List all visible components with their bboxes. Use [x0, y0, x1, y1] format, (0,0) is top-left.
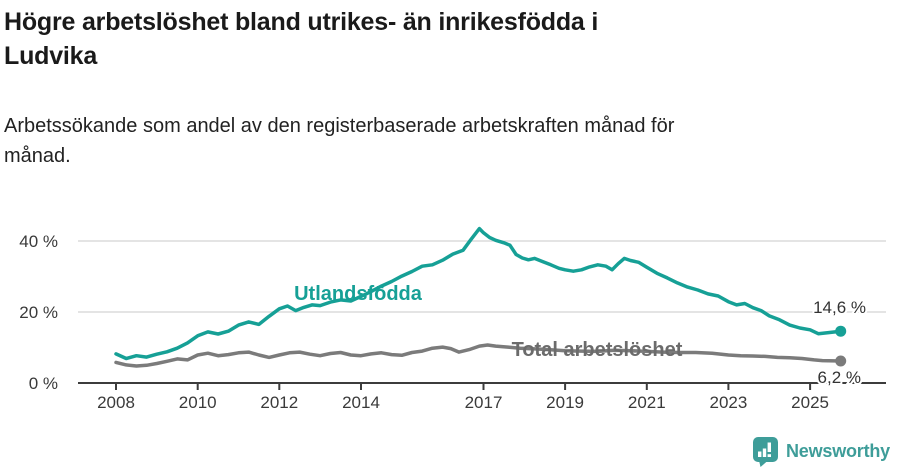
series-line-utlandsf-dda — [114, 226, 843, 361]
x-tick-label-2010: 2010 — [179, 393, 217, 412]
y-tick-label-0: 0 % — [29, 374, 58, 393]
x-tick-label-2023: 2023 — [709, 393, 747, 412]
chart-subtitle: Arbetssökande som andel av den registerb… — [4, 111, 864, 171]
newsworthy-logo[interactable]: Newsworthy — [752, 436, 890, 467]
series-endpoint-dot — [835, 325, 847, 337]
annotation-utlandsfodda-end-value: 14,6 % — [813, 298, 866, 317]
y-axis-tick-labels: 0 % 20 % 40 % — [19, 232, 58, 393]
x-axis-tick-labels: 2008 2010 2012 2014 2017 2019 2021 2023 2025 — [97, 393, 829, 412]
title-line-2: Ludvika — [4, 42, 98, 70]
series-layer — [114, 226, 847, 368]
newsworthy-logo-icon — [752, 437, 778, 467]
x-tick-label-2012: 2012 — [260, 393, 298, 412]
x-tick-label-2019: 2019 — [546, 393, 584, 412]
series-label-total-arbetsloshet: Total arbetslöshet — [512, 339, 683, 361]
page-title: Högre arbetslöshet bland utrikes- än inr… — [4, 5, 884, 73]
x-tick-label-2008: 2008 — [97, 393, 135, 412]
y-tick-label-40: 40 % — [19, 232, 58, 251]
title-line-1: Högre arbetslöshet bland utrikes- än inr… — [4, 8, 599, 36]
x-axis-ticks — [115, 383, 812, 390]
newsworthy-logo-text: Newsworthy — [785, 441, 890, 461]
chart-header: Högre arbetslöshet bland utrikes- än inr… — [4, 5, 884, 73]
annotation-total-end-value: 6,2 % — [818, 368, 861, 387]
series-endpoint-dot — [835, 355, 847, 367]
y-gridlines — [78, 240, 886, 313]
series-line-total-arbetsl-shet — [114, 343, 843, 368]
x-tick-label-2025: 2025 — [791, 393, 829, 412]
x-tick-label-2017: 2017 — [465, 393, 503, 412]
series-label-utlandsfodda: Utlandsfödda — [294, 283, 423, 305]
x-tick-label-2014: 2014 — [342, 393, 380, 412]
subtitle-line-2: månad. — [4, 145, 71, 167]
y-tick-label-20: 20 % — [19, 303, 58, 322]
x-tick-label-2021: 2021 — [628, 393, 666, 412]
subtitle-line-1: Arbetssökande som andel av den registerb… — [4, 115, 675, 137]
